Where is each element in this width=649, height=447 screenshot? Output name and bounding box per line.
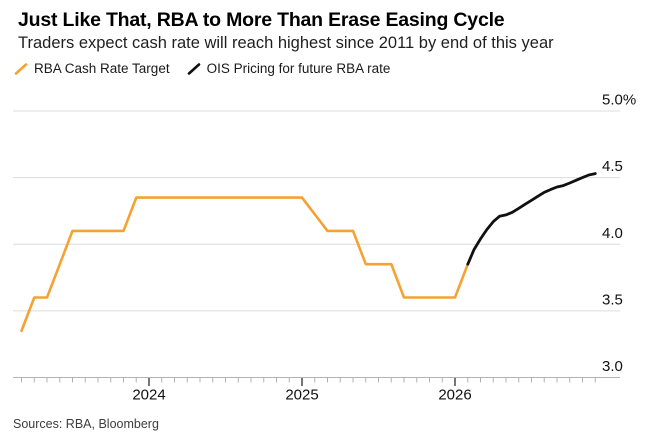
y-axis-tick-label: 3.5: [602, 291, 623, 308]
ois-pricing-line: [466, 172, 597, 266]
y-axis-tick-label: 4.0: [602, 225, 623, 242]
x-axis-tick-label: 2025: [285, 387, 318, 404]
y-axis-tick-label: 5.0%: [602, 92, 636, 109]
y-axis-tick-label: 4.5: [602, 158, 623, 175]
orange-line-swatch-icon: [14, 62, 28, 75]
x-axis-tick-label: 2024: [132, 387, 165, 404]
chart-legend: RBA Cash Rate Target OIS Pricing for fut…: [14, 61, 390, 76]
black-line-swatch-icon: [187, 62, 200, 75]
rba-cash-rate-line: [20, 196, 470, 333]
chart-title: Just Like That, RBA to More Than Erase E…: [18, 9, 505, 31]
legend-label-rba-cash-rate-target: RBA Cash Rate Target: [34, 61, 170, 76]
x-axis-tick-label: 2026: [438, 387, 471, 404]
chart-subtitle: Traders expect cash rate will reach high…: [18, 34, 554, 52]
y-axis-tick-label: 3.0: [602, 358, 623, 375]
legend-item-ois-pricing: OIS Pricing for future RBA rate: [187, 61, 391, 76]
legend-item-rba-cash-rate-target: RBA Cash Rate Target: [14, 61, 170, 76]
source-note: Sources: RBA, Bloomberg: [13, 417, 159, 431]
legend-label-ois-pricing: OIS Pricing for future RBA rate: [206, 61, 391, 76]
